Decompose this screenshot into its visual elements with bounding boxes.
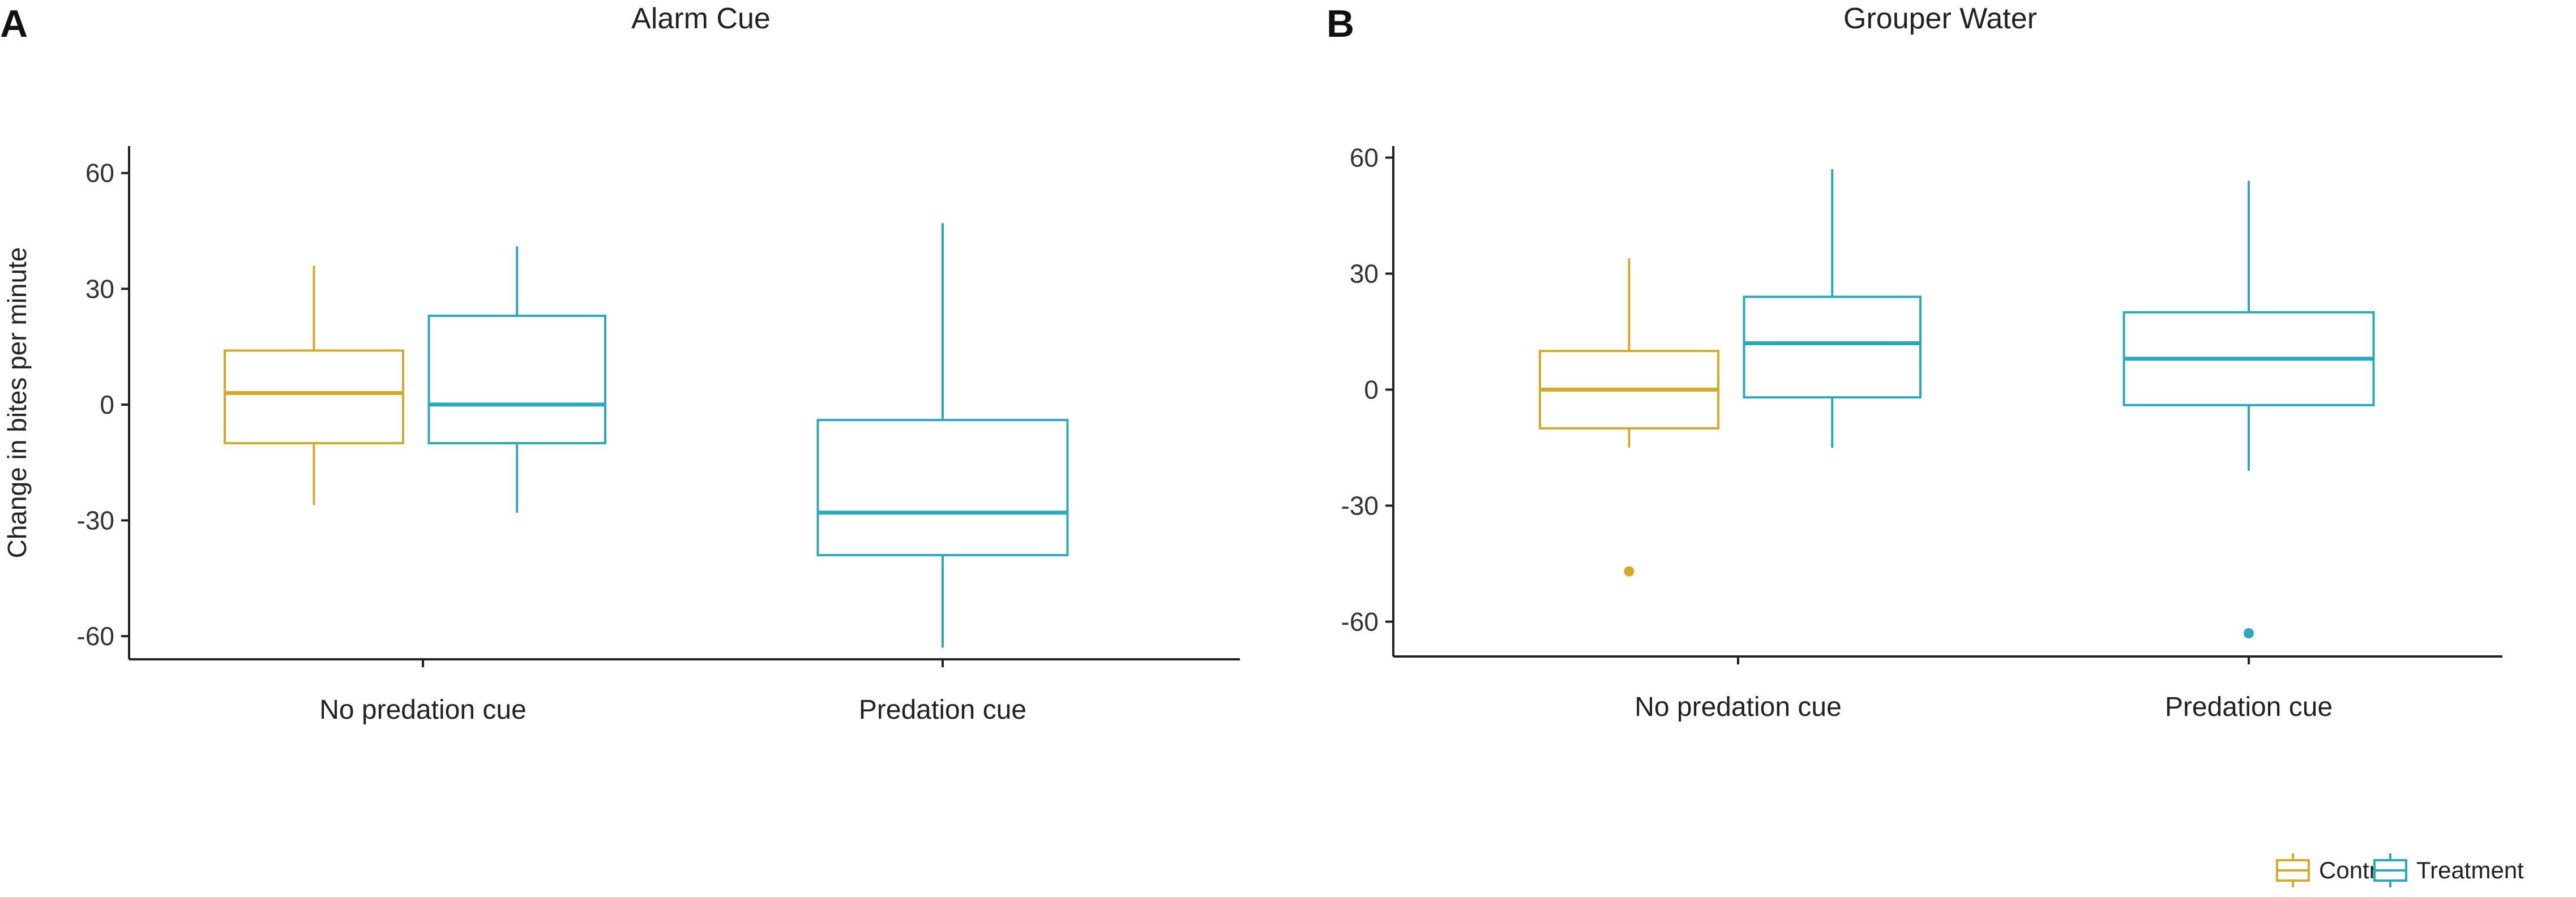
box-body — [224, 349, 404, 445]
y-tick-label: 60 — [1350, 143, 1379, 173]
legend: Control Treatment — [2276, 853, 2524, 887]
y-axis-label: Change in bites per minute — [2, 247, 32, 559]
box-treatment — [2123, 181, 2375, 638]
box-body — [1743, 295, 1922, 399]
panel-b: B Grouper Water 60 30 0 -30 -60 No predation cu… — [1326, 2, 2502, 722]
y-tick-label: 0 — [100, 390, 114, 419]
y-tick-label: 0 — [1364, 375, 1379, 405]
panel-title: Grouper Water — [1843, 2, 2037, 35]
x-tick-label: Predation cue — [2165, 692, 2333, 722]
legend-item-treatment: Treatment — [2373, 853, 2524, 887]
panel-label: A — [0, 2, 28, 45]
y-tick-label: 30 — [1350, 259, 1379, 289]
y-tick-label: -30 — [77, 505, 114, 535]
box-body — [427, 315, 606, 445]
y-tick-label: -60 — [77, 621, 114, 651]
outlier-point — [1624, 566, 1634, 577]
x-tick-label: Predation cue — [859, 695, 1026, 725]
x-tick-label: No predation cue — [319, 695, 527, 725]
outlier-point — [2244, 628, 2254, 638]
panel-label: B — [1326, 2, 1354, 45]
box-treatment — [427, 246, 606, 513]
y-tick-label: 30 — [85, 274, 114, 303]
y-tick-label: 60 — [85, 158, 114, 188]
panel-title: Alarm Cue — [631, 2, 771, 35]
x-tick-label: No predation cue — [1634, 692, 1842, 722]
box-treatment — [1743, 169, 1922, 448]
box-control — [224, 265, 404, 505]
panel-a: A Alarm Cue 60 30 0 -30 -60 Change in bites per… — [0, 2, 1240, 725]
box-treatment — [816, 223, 1069, 648]
legend-label: Treatment — [2416, 857, 2524, 883]
box-body — [816, 419, 1069, 556]
y-tick-label: -60 — [1341, 607, 1379, 637]
y-tick-label: -30 — [1341, 491, 1379, 521]
box-control — [1539, 258, 1719, 577]
